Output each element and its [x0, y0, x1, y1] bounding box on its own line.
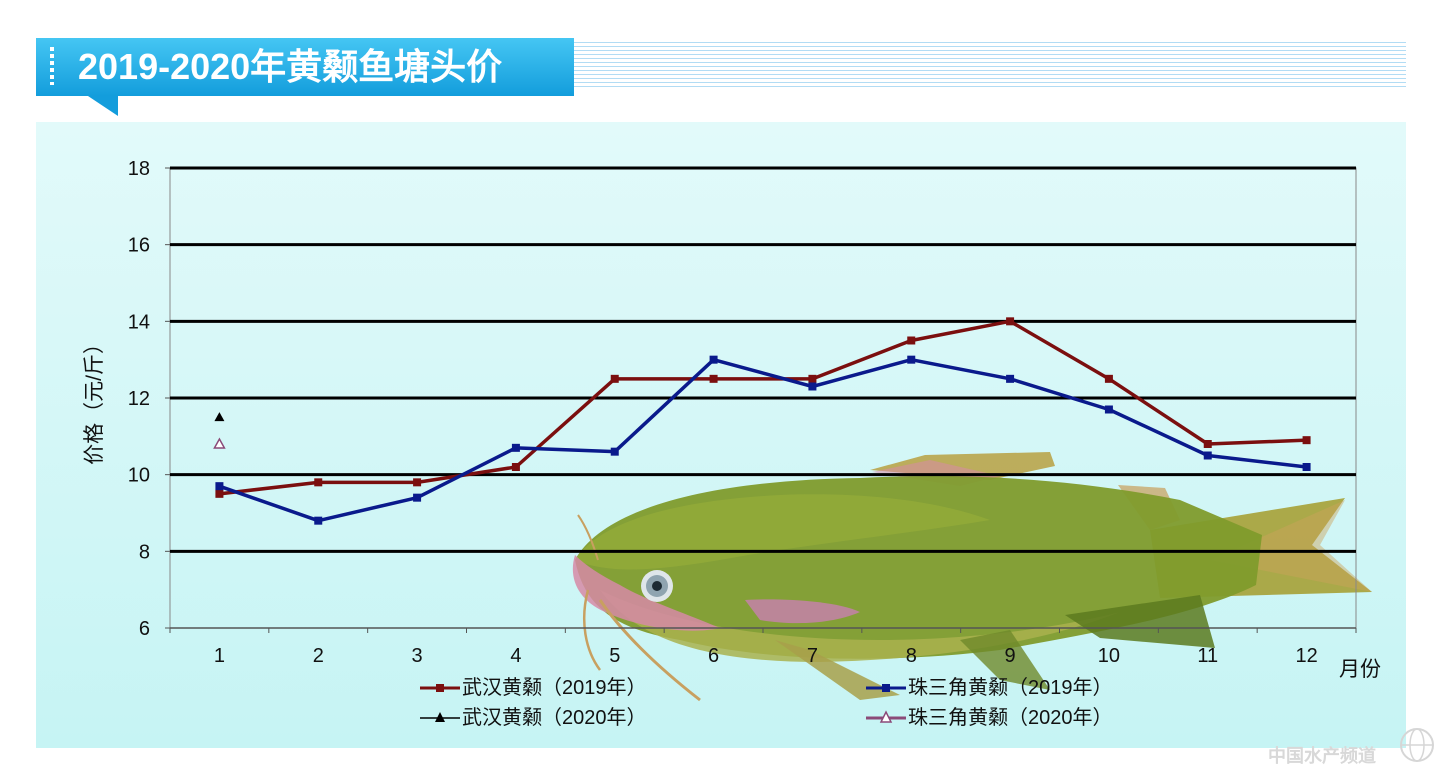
data-point: [1006, 374, 1015, 383]
data-point: [907, 355, 916, 364]
data-point: [1203, 451, 1212, 460]
data-point: [1104, 405, 1113, 414]
x-tick-label: 5: [609, 645, 620, 667]
title-banner: [36, 38, 574, 96]
x-tick-label: 4: [510, 645, 521, 667]
y-tick-labels: 6 8 10 12 14 16 18: [128, 158, 150, 640]
series-4: [213, 437, 226, 449]
y-tick-label: 18: [128, 158, 150, 180]
data-point: [610, 447, 619, 456]
y-tick-label: 12: [128, 388, 150, 410]
y-tick-label: 14: [128, 311, 150, 333]
x-axis-label: 月份: [1339, 658, 1381, 681]
legend-label: 武汉黄颡（2019年）: [462, 677, 647, 699]
legend-symbol-triangle: [420, 712, 460, 722]
data-point: [1203, 440, 1212, 448]
x-tick-label: 3: [412, 645, 423, 667]
legend-label: 武汉黄颡（2020年）: [462, 707, 647, 729]
data-point: [709, 374, 718, 383]
data-point: [214, 412, 225, 422]
data-point: [1302, 436, 1311, 445]
data-point: [709, 355, 718, 364]
x-tick-label: 6: [708, 645, 719, 667]
data-point: [1104, 374, 1113, 383]
y-tick-label: 6: [139, 618, 150, 640]
data-point: [314, 478, 323, 487]
x-tick-labels: 1 2 3 4 5 6 7 8 9 10 11 12: [214, 645, 1318, 667]
legend-label: 珠三角黄颡（2019年）: [908, 677, 1113, 699]
banner-tail: [88, 96, 118, 116]
x-tick-label: 12: [1295, 645, 1317, 667]
catfish-illustration: [572, 452, 1372, 702]
chart-series: [213, 317, 1311, 525]
header-stripes-decoration: [574, 42, 1406, 90]
data-point: [808, 382, 817, 391]
x-tick-label: 1: [214, 645, 225, 667]
banner-dots-decoration: [50, 47, 54, 85]
data-point: [215, 489, 224, 498]
legend-symbol-open-triangle: [866, 710, 906, 723]
data-point: [907, 336, 916, 345]
legend-label: 珠三角黄颡（2020年）: [908, 707, 1113, 729]
page-title: 2019-2020年黄颡鱼塘头价: [78, 46, 503, 87]
data-point: [213, 437, 226, 449]
series-1: [215, 317, 1311, 498]
legend-symbol-square: [420, 684, 460, 692]
chart-gridlines: [165, 166, 1357, 633]
x-tick-label: 9: [1005, 645, 1016, 667]
x-tick-label: 11: [1197, 645, 1218, 667]
data-point: [511, 443, 520, 452]
series-line: [218, 357, 1307, 523]
data-point: [413, 493, 422, 502]
data-point: [1302, 463, 1311, 471]
x-tick-label: 10: [1098, 645, 1120, 667]
series-line: [219, 319, 1307, 496]
x-tick-label: 2: [313, 645, 324, 667]
globe-icon: [1400, 728, 1434, 762]
legend-symbol-square: [866, 684, 906, 692]
y-tick-label: 10: [128, 465, 150, 487]
y-tick-label: 8: [139, 541, 150, 563]
data-point: [215, 482, 224, 491]
x-tick-label: 8: [906, 645, 917, 667]
y-axis-label: 价格（元/斤）: [83, 333, 106, 465]
data-point: [1006, 317, 1015, 326]
data-point: [314, 516, 323, 525]
data-point: [610, 374, 619, 383]
data-point: [413, 478, 422, 487]
watermark-text: 中国水产频道: [1268, 746, 1376, 766]
data-point: [511, 463, 520, 471]
series-3: [214, 412, 225, 422]
y-tick-label: 16: [128, 235, 150, 257]
x-tick-label: 7: [807, 645, 818, 667]
data-point: [808, 374, 817, 383]
series-2: [215, 355, 1311, 525]
